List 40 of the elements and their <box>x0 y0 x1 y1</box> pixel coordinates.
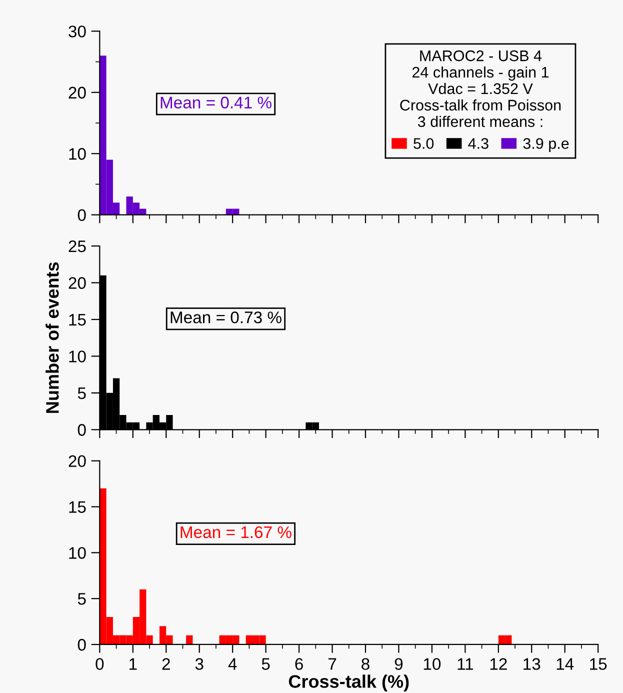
x-tick-label: 10 <box>424 658 441 670</box>
x-tick-label: 9 <box>394 658 403 670</box>
annotation: Mean = 0.73 % <box>170 312 282 324</box>
x-tick-label: 14 <box>556 658 574 670</box>
x-tick-label: 4 <box>228 658 237 670</box>
y-tick-label: 25 <box>68 240 86 252</box>
y-tick-label: 0 <box>78 638 86 651</box>
y-tick-label: 30 <box>68 26 86 38</box>
legend-title: MAROC2 - USB 4 24 channels - gain 1 Vdac = 1.352 V Cross-talk from Poisson 3 different means : <box>400 50 561 128</box>
x-tick-label: 1 <box>130 658 137 670</box>
y-tick-label: 0 <box>78 209 86 222</box>
annotation: Mean = 1.67 % <box>180 526 292 538</box>
legend-label: 3.9 p.e <box>523 138 569 152</box>
y-tick-label: 5 <box>78 593 86 605</box>
y-tick-label: 20 <box>68 277 86 289</box>
y-axis-title: Number of events <box>46 262 59 413</box>
x-tick-label: 2 <box>162 658 170 670</box>
y-tick-label: 10 <box>69 148 86 160</box>
x-tick-label: 13 <box>524 658 540 670</box>
y-tick-label: 10 <box>69 350 86 362</box>
x-tick-label: 0 <box>96 658 104 670</box>
y-tick-label: 0 <box>78 424 86 436</box>
y-tick-label: 20 <box>68 86 86 99</box>
legend-label: 5.0 <box>414 138 434 149</box>
x-tick-label: 8 <box>362 658 370 670</box>
x-tick-label: 5 <box>262 658 270 670</box>
y-tick-label: 5 <box>78 388 86 400</box>
x-tick-label: 15 <box>590 658 607 670</box>
x-tick-label: 3 <box>195 658 204 670</box>
annotation: Mean = 0.41 % <box>160 96 272 108</box>
x-tick-label: 11 <box>458 658 474 670</box>
y-tick-label: 20 <box>68 455 86 468</box>
x-axis-title: Cross-talk (%) <box>288 674 409 692</box>
legend-label: 4.3 <box>468 138 488 149</box>
x-tick-label: 6 <box>295 658 303 670</box>
y-tick-label: 15 <box>69 314 86 326</box>
x-tick-label: 12 <box>490 658 507 670</box>
x-tick-label: 7 <box>328 658 336 670</box>
y-tick-label: 10 <box>69 547 86 559</box>
y-tick-label: 15 <box>69 501 86 513</box>
